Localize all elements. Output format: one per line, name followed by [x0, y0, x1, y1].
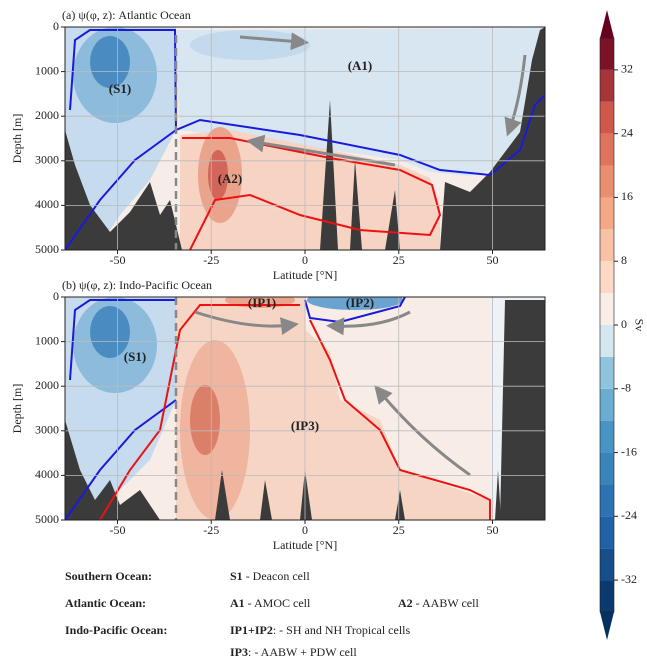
legend-text: - Deacon cell [243, 569, 311, 583]
legend-text: : - SH and NH Tropical cells [273, 623, 411, 637]
colorbar-tick-label: 16 [621, 189, 633, 203]
legend-key: IP1+IP2 [230, 623, 273, 637]
y-tick-label: 2000 [35, 108, 59, 122]
panel-title: (a) ψ(φ, z): Atlantic Ocean [62, 8, 191, 22]
colorbar-band [600, 69, 614, 102]
colorbar-tick-label: -24 [621, 508, 637, 522]
legend-text: - AMOC cell [245, 596, 311, 610]
colorbar-tick-label: -8 [621, 381, 631, 395]
colorbar-band [600, 165, 614, 198]
legend-key: IP3 [230, 645, 248, 659]
x-tick-label: 0 [302, 523, 308, 537]
y-tick-label: 4000 [35, 197, 59, 211]
legend-item: S1 - Deacon cell [230, 569, 310, 583]
x-tick-label: 25 [393, 253, 405, 267]
legend-item: IP3: - AABW + PDW cell [230, 645, 357, 659]
y-tick-label: 1000 [35, 333, 59, 347]
annotation: (S1) [109, 81, 131, 96]
legend-text: - AABW cell [413, 596, 480, 610]
plot-frame [64, 296, 546, 521]
y-tick-label: 1000 [35, 63, 59, 77]
colorbar-tick-label: -32 [621, 572, 637, 586]
y-tick-label: 0 [53, 19, 59, 33]
colorbar-band [600, 548, 614, 581]
colorbar-band [600, 229, 614, 262]
colorbar-tick-label: 24 [621, 125, 633, 139]
colorbar-tick-label: 8 [621, 253, 627, 267]
legend-item: IP1+IP2: - SH and NH Tropical cells [230, 623, 411, 637]
colorbar-tick-label: 0 [621, 317, 627, 331]
colorbar-band [600, 388, 614, 421]
x-tick-label: -25 [203, 523, 219, 537]
legend-region: Indo-Pacific Ocean: [65, 623, 167, 637]
colorbar-band [600, 197, 614, 230]
colorbar-band [600, 516, 614, 549]
legend-key: S1 [230, 569, 243, 583]
legend-text: : - AABW + PDW cell [248, 645, 357, 659]
colorbar-band [600, 38, 614, 70]
colorbar-band [600, 101, 614, 134]
legend-key: A2 [398, 596, 413, 610]
annotation: (S1) [124, 349, 146, 364]
colorbar-band [600, 420, 614, 453]
annotation: (IP3) [291, 418, 319, 433]
annotation: (IP1) [248, 295, 276, 310]
colorbar-band [600, 356, 614, 389]
y-tick-label: 3000 [35, 423, 59, 437]
colorbar-band [600, 261, 614, 294]
x-tick-label: 0 [302, 253, 308, 267]
annotation: (A2) [218, 171, 243, 186]
colorbar-band [600, 484, 614, 517]
annotation: (A1) [348, 58, 373, 73]
y-axis-label: Depth [m] [10, 384, 24, 434]
colorbar-label: Sv [632, 319, 646, 332]
x-axis-label: Latitude [°N] [273, 538, 337, 552]
x-tick-label: 50 [487, 523, 499, 537]
y-axis-label: Depth [m] [10, 114, 24, 164]
x-tick-label: -25 [203, 253, 219, 267]
colorbar-extend-top [600, 10, 614, 38]
legend-item: A2 - AABW cell [398, 596, 479, 610]
colorbar-band [600, 452, 614, 485]
colorbar-band [600, 293, 614, 325]
y-tick-label: 5000 [35, 242, 59, 256]
x-axis-label: Latitude [°N] [273, 268, 337, 282]
annotation: (IP2) [346, 295, 374, 310]
y-tick-label: 4000 [35, 467, 59, 481]
legend-region: Southern Ocean: [65, 569, 152, 583]
legend-item: A1 - AMOC cell [230, 596, 311, 610]
y-tick-label: 2000 [35, 378, 59, 392]
colorbar-extend-bottom [600, 612, 614, 640]
y-tick-label: 0 [53, 289, 59, 303]
x-tick-label: 25 [393, 523, 405, 537]
panel-title: (b) ψ(φ, z): Indo-Pacific Ocean [62, 278, 212, 292]
colorbar-band [600, 133, 614, 166]
colorbar-band [600, 580, 614, 612]
colorbar-tick-label: 32 [621, 62, 633, 76]
colorbar-band [600, 325, 614, 357]
legend-region: Atlantic Ocean: [65, 596, 146, 610]
x-tick-label: -50 [110, 523, 126, 537]
x-tick-label: -50 [110, 253, 126, 267]
y-tick-label: 5000 [35, 512, 59, 526]
colorbar-tick-label: -16 [621, 444, 637, 458]
legend-key: A1 [230, 596, 245, 610]
plot-frame [64, 26, 546, 251]
y-tick-label: 3000 [35, 153, 59, 167]
x-tick-label: 50 [487, 253, 499, 267]
